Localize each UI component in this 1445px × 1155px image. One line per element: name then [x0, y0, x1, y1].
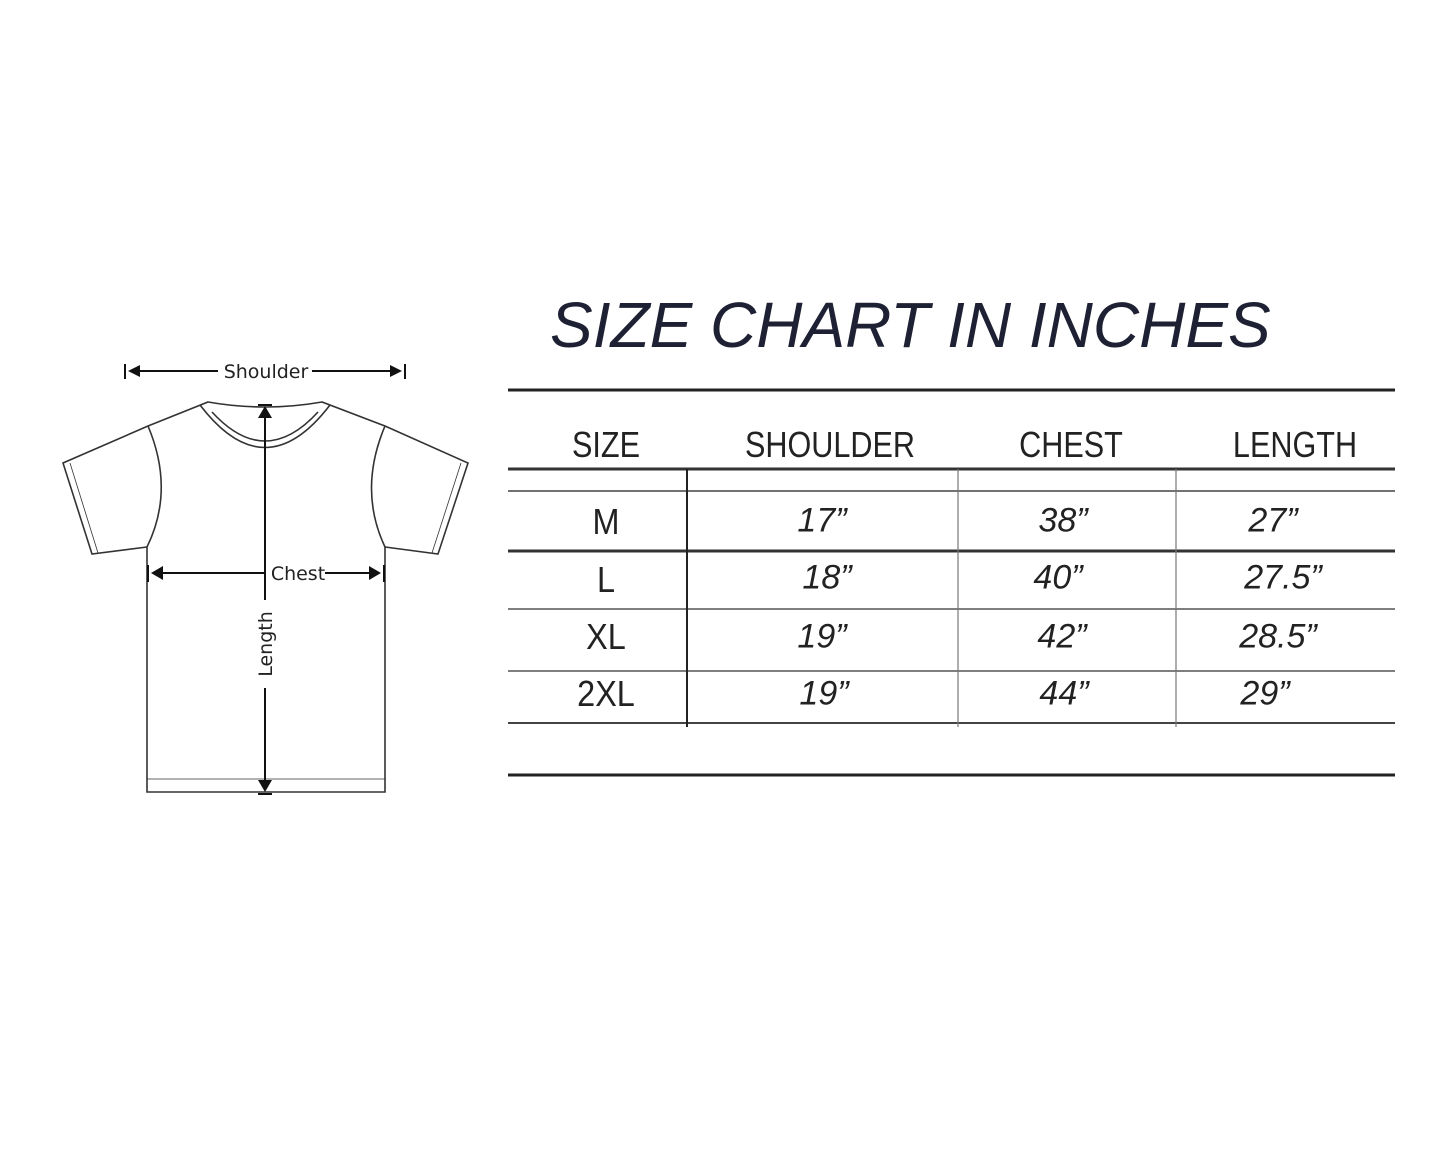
- cell-size: XL: [586, 616, 626, 657]
- cell-chest: 40”: [1033, 558, 1083, 597]
- cell-size: L: [596, 559, 616, 600]
- cell-shoulder: 19”: [797, 617, 847, 656]
- cell-shoulder: 19”: [799, 674, 849, 713]
- cell-chest: 44”: [1039, 674, 1089, 713]
- cell-size: 2XL: [577, 673, 635, 714]
- length-label: Length: [255, 611, 277, 677]
- tshirt-outline: [62, 401, 469, 793]
- cell-chest: 42”: [1037, 617, 1087, 656]
- header-chest: CHEST: [1019, 424, 1123, 465]
- cell-length: 29”: [1240, 674, 1290, 713]
- cell-size: M: [592, 501, 620, 542]
- shoulder-label: Shoulder: [224, 361, 309, 383]
- chest-label: Chest: [271, 563, 325, 585]
- page-title: SIZE CHART IN INCHES: [550, 289, 1271, 361]
- cell-length: 28.5”: [1239, 617, 1317, 656]
- cell-shoulder: 18”: [802, 558, 852, 597]
- table-grid: [508, 388, 1395, 777]
- cell-length: 27”: [1248, 501, 1298, 540]
- cell-shoulder: 17”: [797, 501, 847, 540]
- header-length: LENGTH: [1232, 424, 1358, 465]
- measure-arrows: [124, 364, 406, 795]
- header-size: SIZE: [571, 424, 641, 465]
- cell-chest: 38”: [1038, 501, 1088, 540]
- header-shoulder: SHOULDER: [744, 424, 916, 465]
- cell-length: 27.5”: [1244, 558, 1322, 597]
